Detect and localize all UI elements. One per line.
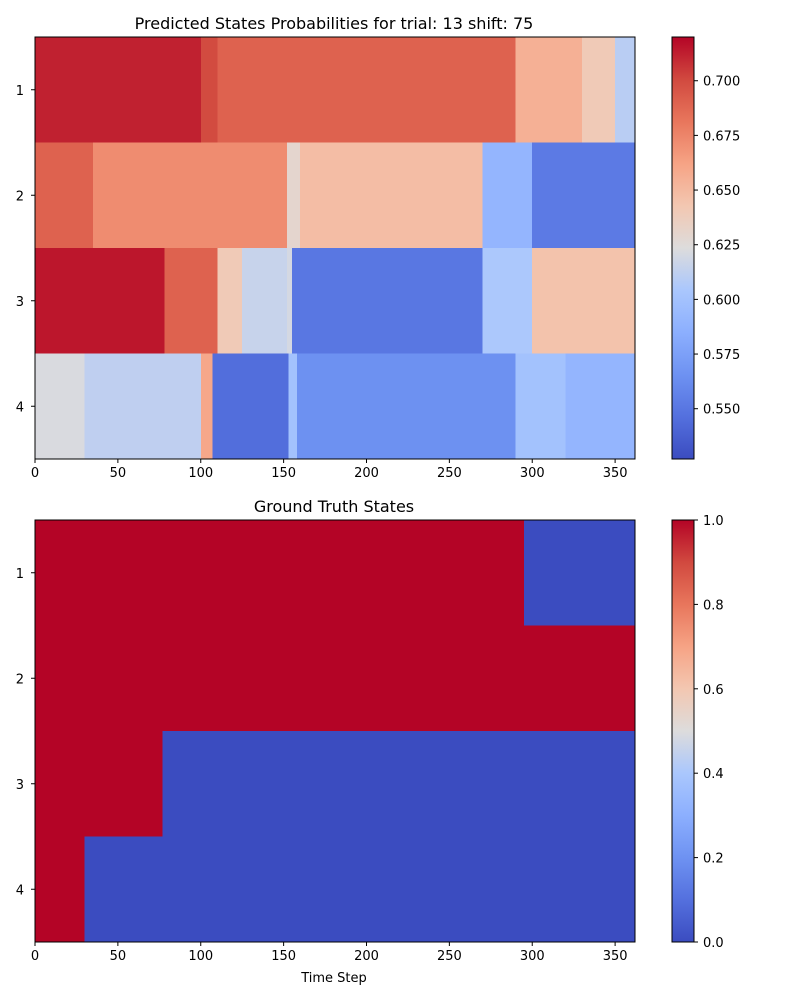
colorbar-tick-label: 0.575 (703, 348, 740, 363)
heatmap-cell-row3-seg0 (35, 731, 164, 837)
predicted-chart-title: Predicted States Probabilities for trial… (135, 14, 534, 33)
heatmap-cell-row3-seg5 (291, 248, 484, 354)
colorbar-tick-label: 0.650 (703, 184, 740, 199)
heatmap-cell-row1-seg1 (523, 520, 636, 626)
plot-frame (34, 36, 636, 460)
heatmap-cell-row3-seg6 (482, 248, 533, 354)
x-tick-label: 50 (110, 949, 127, 964)
x-tick-label: 200 (354, 949, 379, 964)
heatmap-cell-row2-seg0 (35, 625, 636, 732)
heatmap-cell-row2-seg3 (300, 142, 484, 249)
y-tick-label: 2 (16, 189, 24, 204)
colorbar-tick-label: 0.8 (703, 598, 724, 613)
heatmap-cell-row2-seg4 (482, 142, 533, 249)
x-tick-label: 100 (188, 466, 213, 481)
heatmap-cell-row3-seg3 (242, 248, 288, 354)
plot-frame (34, 519, 636, 943)
heatmap-cell-row4-seg5 (296, 353, 517, 460)
x-tick-label: 0 (31, 466, 39, 481)
predicted-heatmap: 0 50 100 150 200 250 300 350 1 2 3 4 (16, 36, 636, 481)
heatmap-cell-row4-seg7 (565, 353, 636, 460)
heatmap-cell-row3-seg7 (532, 248, 636, 354)
colorbar-frame (671, 36, 695, 460)
x-tick-label: 150 (271, 466, 296, 481)
predicted-colorbar: 0.550 0.575 0.600 0.625 0.650 0.675 0.700 (671, 36, 740, 460)
y-tick-label: 3 (16, 778, 24, 793)
heatmap-cell-row3-seg1 (164, 248, 218, 354)
x-tick-label: 150 (271, 949, 296, 964)
heatmap-cell-row4-seg6 (515, 353, 566, 460)
y-tick-label: 4 (16, 400, 24, 415)
colorbar-gradient (672, 520, 694, 942)
x-tick-label: 100 (188, 949, 213, 964)
heatmap-cell-row4-seg3 (212, 353, 290, 460)
y-tick-label: 1 (16, 567, 24, 582)
x-tick-label: 50 (110, 466, 127, 481)
y-tick-label: 3 (16, 295, 24, 310)
heatmap-cell-row4-seg0 (35, 836, 86, 943)
heatmap-cell-row3-seg0 (35, 248, 165, 354)
heatmap-cell-row3-seg1 (162, 731, 636, 837)
heatmap-cell-row1-seg0 (35, 37, 202, 143)
x-tick-label: 250 (437, 466, 462, 481)
y-tick-label: 4 (16, 883, 24, 898)
x-tick-label: 200 (354, 466, 379, 481)
colorbar-tick-label: 0.2 (703, 852, 724, 867)
heatmap-cell-row2-seg2 (286, 142, 301, 249)
heatmap-cell-row1-seg2 (217, 37, 517, 143)
x-tick-label: 350 (603, 466, 628, 481)
ground-truth-chart: Ground Truth States 0 50 100 150 200 250 300 35… (16, 497, 724, 986)
y-tick-label: 2 (16, 672, 24, 687)
colorbar-tick-label: 0.700 (703, 75, 740, 90)
colorbar-tick-label: 0.675 (703, 129, 740, 144)
heatmap-cell-row1-seg3 (515, 37, 583, 143)
heatmap-cell-row2-seg0 (35, 142, 94, 249)
heatmap-cell-row4-seg0 (35, 353, 86, 460)
ground-truth-chart-title: Ground Truth States (254, 497, 414, 516)
heatmap-cell-row4-seg2 (200, 353, 213, 460)
heatmap-cell-row2-seg1 (93, 142, 288, 249)
heatmap-cell-row1-seg5 (615, 37, 636, 143)
x-tick-label: 350 (603, 949, 628, 964)
ground-truth-colorbar: 0.0 0.2 0.4 0.6 0.8 1.0 (671, 514, 724, 951)
colorbar-tick-label: 0.6 (703, 683, 724, 698)
heatmap-cell-row3-seg4 (286, 248, 293, 354)
heatmap-cell-row1-seg0 (35, 520, 525, 626)
heatmap-cell-row1-seg4 (581, 37, 616, 143)
heatmap-cell-row3-seg2 (217, 248, 243, 354)
y-tick-label: 1 (16, 84, 24, 99)
x-tick-label: 300 (520, 949, 545, 964)
colorbar-tick-label: 0.625 (703, 239, 740, 254)
x-axis-label: Time Step (300, 971, 367, 986)
colorbar-gradient (672, 37, 694, 459)
heatmap-cell-row4-seg4 (288, 353, 298, 460)
colorbar-tick-label: 0.550 (703, 403, 740, 418)
heatmap-cell-row1-seg1 (200, 37, 218, 143)
x-tick-label: 250 (437, 949, 462, 964)
colorbar-tick-label: 0.0 (703, 936, 724, 951)
heatmap-cell-row2-seg5 (532, 142, 636, 249)
x-tick-label: 300 (520, 466, 545, 481)
ground-truth-heatmap: 0 50 100 150 200 250 300 350 1 2 3 4 (16, 519, 636, 964)
predicted-chart: Predicted States Probabilities for trial… (16, 14, 741, 481)
x-tick-label: 0 (31, 949, 39, 964)
heatmap-cell-row4-seg1 (84, 836, 636, 943)
colorbar-tick-label: 1.0 (703, 514, 724, 529)
colorbar-tick-label: 0.4 (703, 767, 724, 782)
colorbar-tick-label: 0.600 (703, 293, 740, 308)
heatmap-cell-row4-seg1 (84, 353, 202, 460)
colorbar-frame (671, 519, 695, 943)
